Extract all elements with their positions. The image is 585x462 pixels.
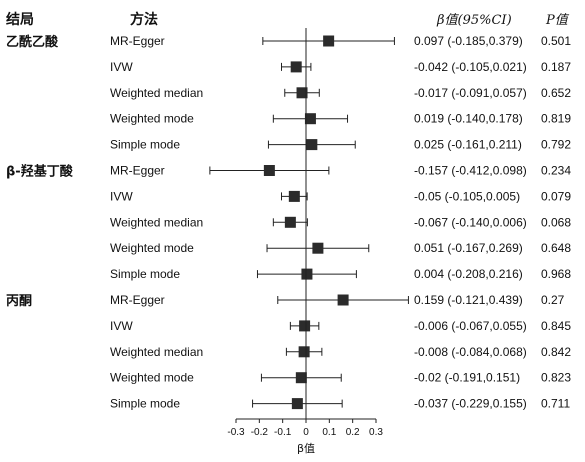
- outcome-label: β-羟基丁酸: [6, 164, 74, 180]
- p-value: 0.079: [541, 189, 571, 203]
- beta-ci-value: -0.037 (-0.229,0.155): [414, 397, 527, 411]
- header-beta-ci: β值(95%CI): [436, 13, 512, 28]
- method-label: Weighted median: [110, 345, 203, 359]
- beta-point: [284, 216, 296, 228]
- p-value: 0.068: [541, 215, 571, 229]
- method-label: Simple mode: [110, 138, 180, 152]
- beta-point: [306, 139, 318, 151]
- p-value: 0.823: [541, 371, 571, 385]
- method-label: IVW: [110, 189, 133, 203]
- method-label: Weighted mode: [110, 241, 194, 255]
- x-tick-label: 0.3: [369, 427, 383, 438]
- p-value: 0.27: [541, 293, 565, 307]
- beta-point: [337, 294, 349, 306]
- x-tick-label: -0.1: [274, 427, 292, 438]
- method-label: Simple mode: [110, 397, 180, 411]
- p-value: 0.234: [541, 164, 571, 178]
- method-label: MR-Egger: [110, 34, 165, 48]
- header-p: P值: [545, 13, 570, 28]
- beta-point: [296, 87, 308, 99]
- beta-point: [298, 346, 310, 358]
- beta-ci-value: 0.159 (-0.121,0.439): [414, 293, 523, 307]
- p-value: 0.187: [541, 60, 571, 74]
- beta-point: [301, 268, 313, 280]
- x-tick-label: -0.2: [251, 427, 269, 438]
- p-value: 0.711: [541, 397, 570, 411]
- beta-point: [291, 398, 303, 410]
- beta-point: [312, 242, 324, 254]
- beta-point: [290, 61, 302, 73]
- beta-ci-value: -0.157 (-0.412,0.098): [414, 164, 527, 178]
- method-label: MR-Egger: [110, 164, 165, 178]
- header-method: 方法: [130, 11, 158, 28]
- beta-ci-value: 0.097 (-0.185,0.379): [414, 34, 523, 48]
- beta-ci-value: -0.006 (-0.067,0.055): [414, 319, 527, 333]
- p-value: 0.652: [541, 86, 571, 100]
- method-label: IVW: [110, 319, 133, 333]
- x-tick-label: 0.1: [322, 427, 336, 438]
- beta-point: [304, 113, 316, 125]
- method-label: IVW: [110, 60, 133, 74]
- outcome-label: 乙酰乙酸: [6, 34, 59, 50]
- beta-point: [295, 372, 307, 384]
- method-label: Weighted mode: [110, 371, 194, 385]
- beta-ci-value: -0.05 (-0.105,0.005): [414, 189, 520, 203]
- x-axis-label: β值: [297, 442, 315, 455]
- p-value: 0.842: [541, 345, 571, 359]
- method-label: Weighted mode: [110, 112, 194, 126]
- method-label: MR-Egger: [110, 293, 165, 307]
- x-tick-label: 0.2: [346, 427, 360, 438]
- beta-ci-value: -0.042 (-0.105,0.021): [414, 60, 527, 74]
- outcome-label: 丙酮: [6, 294, 32, 309]
- beta-ci-value: 0.051 (-0.167,0.269): [414, 241, 523, 255]
- beta-ci-value: -0.067 (-0.140,0.006): [414, 215, 527, 229]
- beta-ci-value: -0.008 (-0.084,0.068): [414, 345, 527, 359]
- beta-ci-value: 0.004 (-0.208,0.216): [414, 267, 523, 281]
- x-tick-label: -0.3: [227, 427, 245, 438]
- beta-ci-value: -0.02 (-0.191,0.151): [414, 371, 520, 385]
- beta-ci-value: 0.025 (-0.161,0.211): [414, 138, 522, 152]
- forest-rows: 乙酰乙酸 MR-Egger 0.097 (-0.185,0.379) 0.501 IVW…: [6, 34, 571, 411]
- p-value: 0.792: [541, 138, 571, 152]
- method-label: Weighted median: [110, 215, 203, 229]
- beta-point: [263, 165, 275, 176]
- p-value: 0.845: [541, 319, 571, 333]
- x-tick-label: 0: [303, 427, 309, 438]
- header-outcome: 结局: [6, 11, 34, 28]
- p-value: 0.501: [541, 34, 571, 48]
- beta-ci-value: -0.017 (-0.091,0.057): [414, 86, 527, 100]
- p-value: 0.968: [541, 267, 571, 281]
- x-axis: -0.3 -0.2 -0.1 0 0.1 0.2 0.3 β值: [227, 28, 383, 455]
- beta-point: [288, 190, 300, 202]
- beta-point: [323, 35, 335, 47]
- p-value: 0.819: [541, 112, 571, 126]
- p-value: 0.648: [541, 241, 571, 255]
- beta-ci-value: 0.019 (-0.140,0.178): [414, 112, 523, 126]
- method-label: Simple mode: [110, 267, 180, 281]
- beta-point: [299, 320, 311, 332]
- method-label: Weighted median: [110, 86, 203, 100]
